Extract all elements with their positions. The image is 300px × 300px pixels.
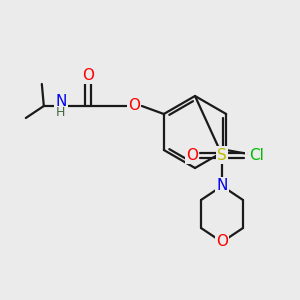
Text: O: O	[186, 148, 198, 163]
Text: H: H	[56, 106, 65, 119]
Text: O: O	[246, 148, 258, 163]
Text: O: O	[216, 235, 228, 250]
Text: N: N	[55, 94, 67, 110]
Text: S: S	[217, 148, 227, 163]
Text: N: N	[216, 178, 228, 194]
Text: Cl: Cl	[249, 148, 264, 163]
Text: O: O	[82, 68, 94, 82]
Text: O: O	[128, 98, 140, 113]
